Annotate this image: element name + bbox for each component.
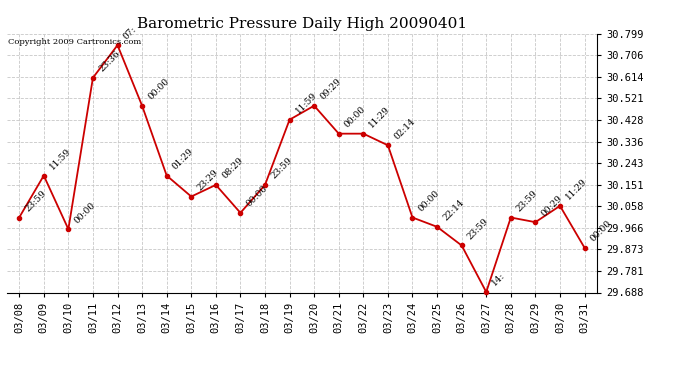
Text: 00:00: 00:00 bbox=[72, 200, 97, 225]
Text: 00:00: 00:00 bbox=[244, 184, 269, 209]
Text: 23:59: 23:59 bbox=[515, 189, 540, 213]
Text: 11:29: 11:29 bbox=[368, 105, 392, 129]
Text: 00:00: 00:00 bbox=[417, 189, 442, 213]
Text: 11:29: 11:29 bbox=[564, 177, 589, 202]
Text: 11:59: 11:59 bbox=[294, 91, 319, 116]
Text: 23:59: 23:59 bbox=[23, 189, 48, 213]
Text: 23:59: 23:59 bbox=[466, 217, 491, 241]
Text: 00:29: 00:29 bbox=[540, 194, 564, 218]
Text: 00:00: 00:00 bbox=[146, 77, 171, 102]
Text: 01:29: 01:29 bbox=[171, 147, 195, 171]
Text: 08:29: 08:29 bbox=[220, 156, 245, 181]
Text: 11:59: 11:59 bbox=[48, 147, 72, 171]
Title: Barometric Pressure Daily High 20090401: Barometric Pressure Daily High 20090401 bbox=[137, 17, 467, 31]
Text: Copyright 2009 Cartronics.com: Copyright 2009 Cartronics.com bbox=[8, 38, 141, 46]
Text: 14:: 14: bbox=[491, 271, 507, 288]
Text: 09:29: 09:29 bbox=[318, 77, 343, 102]
Text: 22:14: 22:14 bbox=[441, 198, 466, 223]
Text: 23:29: 23:29 bbox=[195, 168, 220, 192]
Text: 07:: 07: bbox=[121, 24, 138, 41]
Text: 23:36: 23:36 bbox=[97, 49, 121, 74]
Text: 23:59: 23:59 bbox=[269, 156, 294, 181]
Text: 00:00: 00:00 bbox=[343, 105, 368, 129]
Text: 02:14: 02:14 bbox=[392, 117, 417, 141]
Text: 00:00: 00:00 bbox=[589, 219, 613, 244]
